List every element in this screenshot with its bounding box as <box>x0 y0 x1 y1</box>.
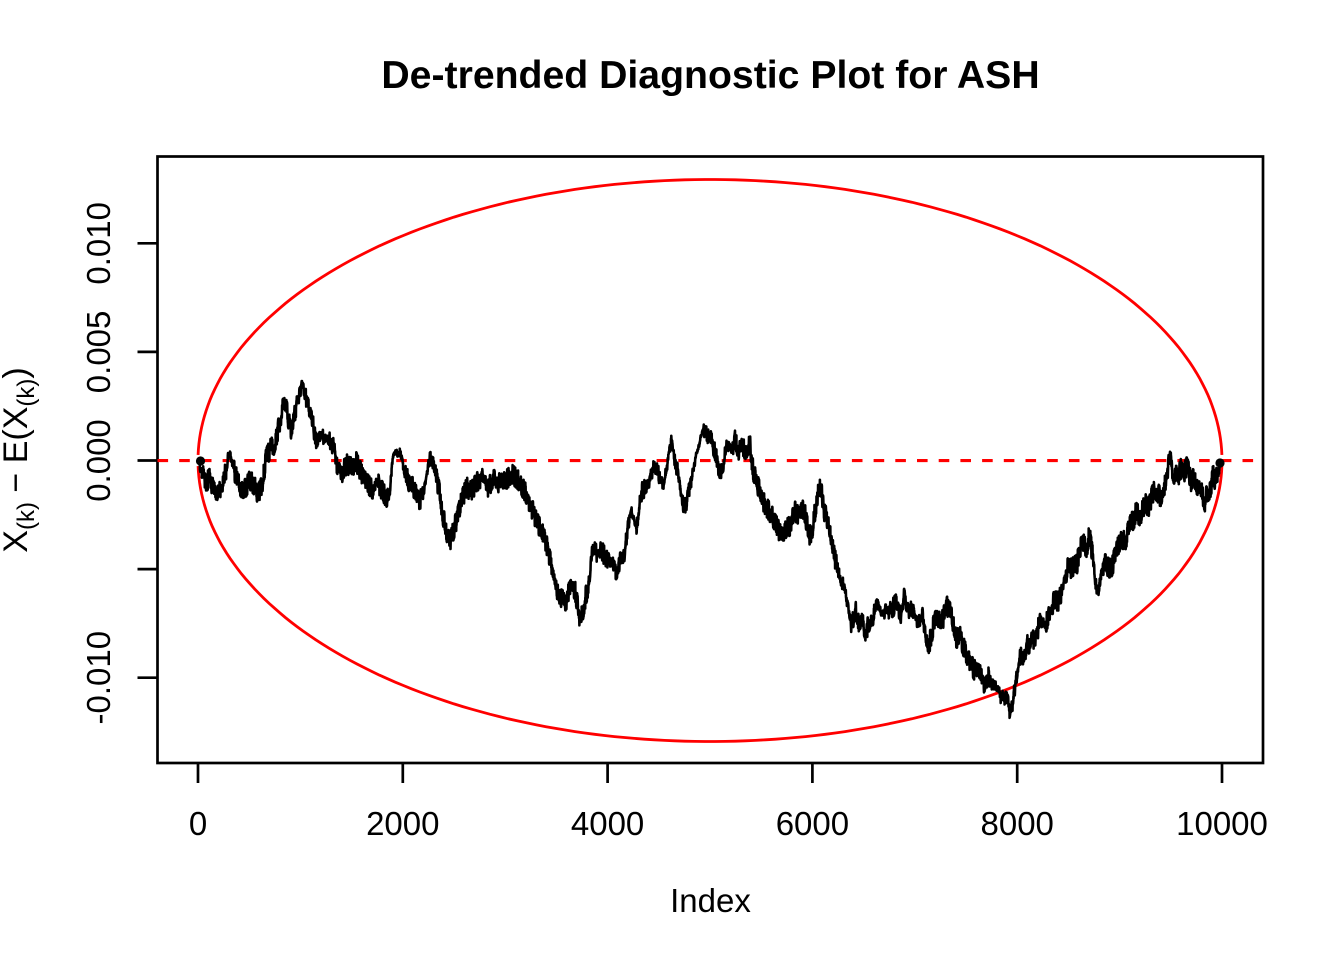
svg-text:X(k) − E(X(k)): X(k) − E(X(k)) <box>0 367 40 552</box>
svg-text:2000: 2000 <box>366 805 439 842</box>
svg-text:8000: 8000 <box>980 805 1053 842</box>
svg-text:4000: 4000 <box>571 805 644 842</box>
svg-text:Index: Index <box>670 882 751 919</box>
svg-text:-0.010: -0.010 <box>80 631 117 725</box>
svg-text:0.005: 0.005 <box>80 311 117 394</box>
svg-text:6000: 6000 <box>776 805 849 842</box>
svg-text:0.000: 0.000 <box>80 419 117 502</box>
svg-text:De-trended Diagnostic Plot for: De-trended Diagnostic Plot for ASH <box>381 54 1039 97</box>
svg-text:10000: 10000 <box>1176 805 1268 842</box>
svg-text:0: 0 <box>189 805 207 842</box>
svg-text:0.010: 0.010 <box>80 202 117 285</box>
